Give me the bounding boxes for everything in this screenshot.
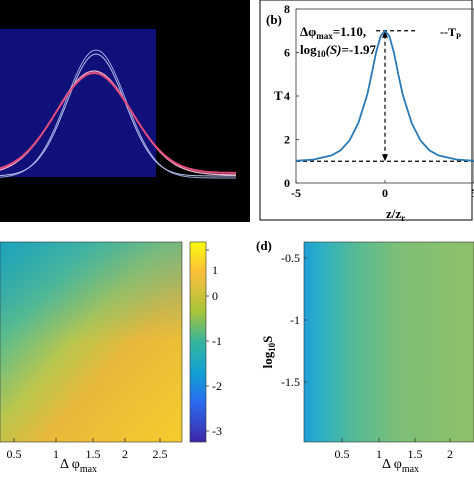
- beam-profile-wide-core: [0, 71, 236, 174]
- x-tick-label: 0.5: [7, 447, 22, 461]
- x-axis-label: Δ φmax: [382, 457, 419, 474]
- panel-c: 0.5 1 1.5 2 2.5 Δ φmax 1 0 -1 -2 -3: [0, 222, 250, 475]
- y-tick-label: -0.5: [281, 251, 300, 265]
- x-tick-label: 2: [122, 447, 128, 461]
- arrowhead-down: [382, 154, 388, 162]
- y-tick-label: 4: [284, 89, 290, 103]
- annotation-log-s: log10(S)=-1.97: [300, 42, 377, 59]
- transmission-curve: [295, 29, 474, 162]
- x-axis-label: z/zr: [386, 206, 405, 222]
- y-tick-label: 2: [284, 133, 290, 147]
- x-axis-label: Δ φmax: [60, 457, 97, 474]
- panel-label: (b): [266, 12, 282, 27]
- x-tick-label: 1: [53, 447, 59, 461]
- y-tick-label: -1.5: [281, 375, 300, 389]
- x-tick-label: 5: [471, 186, 474, 200]
- y-axis-label: log10S: [260, 336, 277, 369]
- panel-label: (d): [256, 238, 272, 253]
- panel-d: (d) log10S -0.5 -1 -1.5 0.5 1 1.5 2 Δ φmax: [250, 222, 474, 475]
- panel-d-chart: (d) log10S -0.5 -1 -1.5 0.5 1 1.5 2 Δ φmax: [256, 238, 474, 475]
- beam-profile-narrow-inner: [0, 53, 236, 177]
- x-tick-label: 2: [447, 447, 453, 461]
- y-axis-label: T: [274, 88, 283, 103]
- x-tick-label: 1.5: [86, 447, 101, 461]
- x-tick-label: 0.5: [335, 447, 350, 461]
- x-tick-label: -5: [291, 186, 301, 200]
- colorbar: [189, 241, 207, 443]
- colorbar-tick-label: 1: [212, 263, 218, 277]
- y-tick-label: -1: [290, 313, 300, 327]
- arrowhead-up: [382, 30, 388, 38]
- colorbar-tick-label: 0: [212, 289, 218, 303]
- panel-c-chart: 0.5 1 1.5 2 2.5 Δ φmax 1 0 -1 -2 -3: [0, 241, 222, 475]
- panel-b: (b) Δφmax=1.10, log10(S)=-1.97 --TP T z/…: [250, 0, 474, 223]
- annotation-delta-phi: Δφmax=1.10,: [300, 24, 366, 41]
- panel-a: [0, 0, 250, 222]
- tp-label: --TP: [440, 25, 461, 41]
- colorbar-tick-label: -2: [212, 379, 222, 393]
- y-tick-label: 8: [284, 2, 290, 16]
- x-tick-label: 2.5: [153, 447, 168, 461]
- panel-b-chart: (b) Δφmax=1.10, log10(S)=-1.97 --TP T z/…: [250, 0, 474, 223]
- colorbar-tick-label: -1: [212, 334, 222, 348]
- y-tick-label: 6: [284, 46, 290, 60]
- panel-a-image: [0, 0, 250, 222]
- colorbar-tick-label: -3: [212, 424, 222, 438]
- x-tick-label: 1: [376, 447, 382, 461]
- y-tick-label: 0: [284, 176, 290, 190]
- heatmap-d: [304, 242, 474, 442]
- x-tick-label: 1.5: [408, 447, 423, 461]
- x-tick-label: 0: [382, 186, 388, 200]
- beam-profile-narrow-outer: [0, 49, 236, 179]
